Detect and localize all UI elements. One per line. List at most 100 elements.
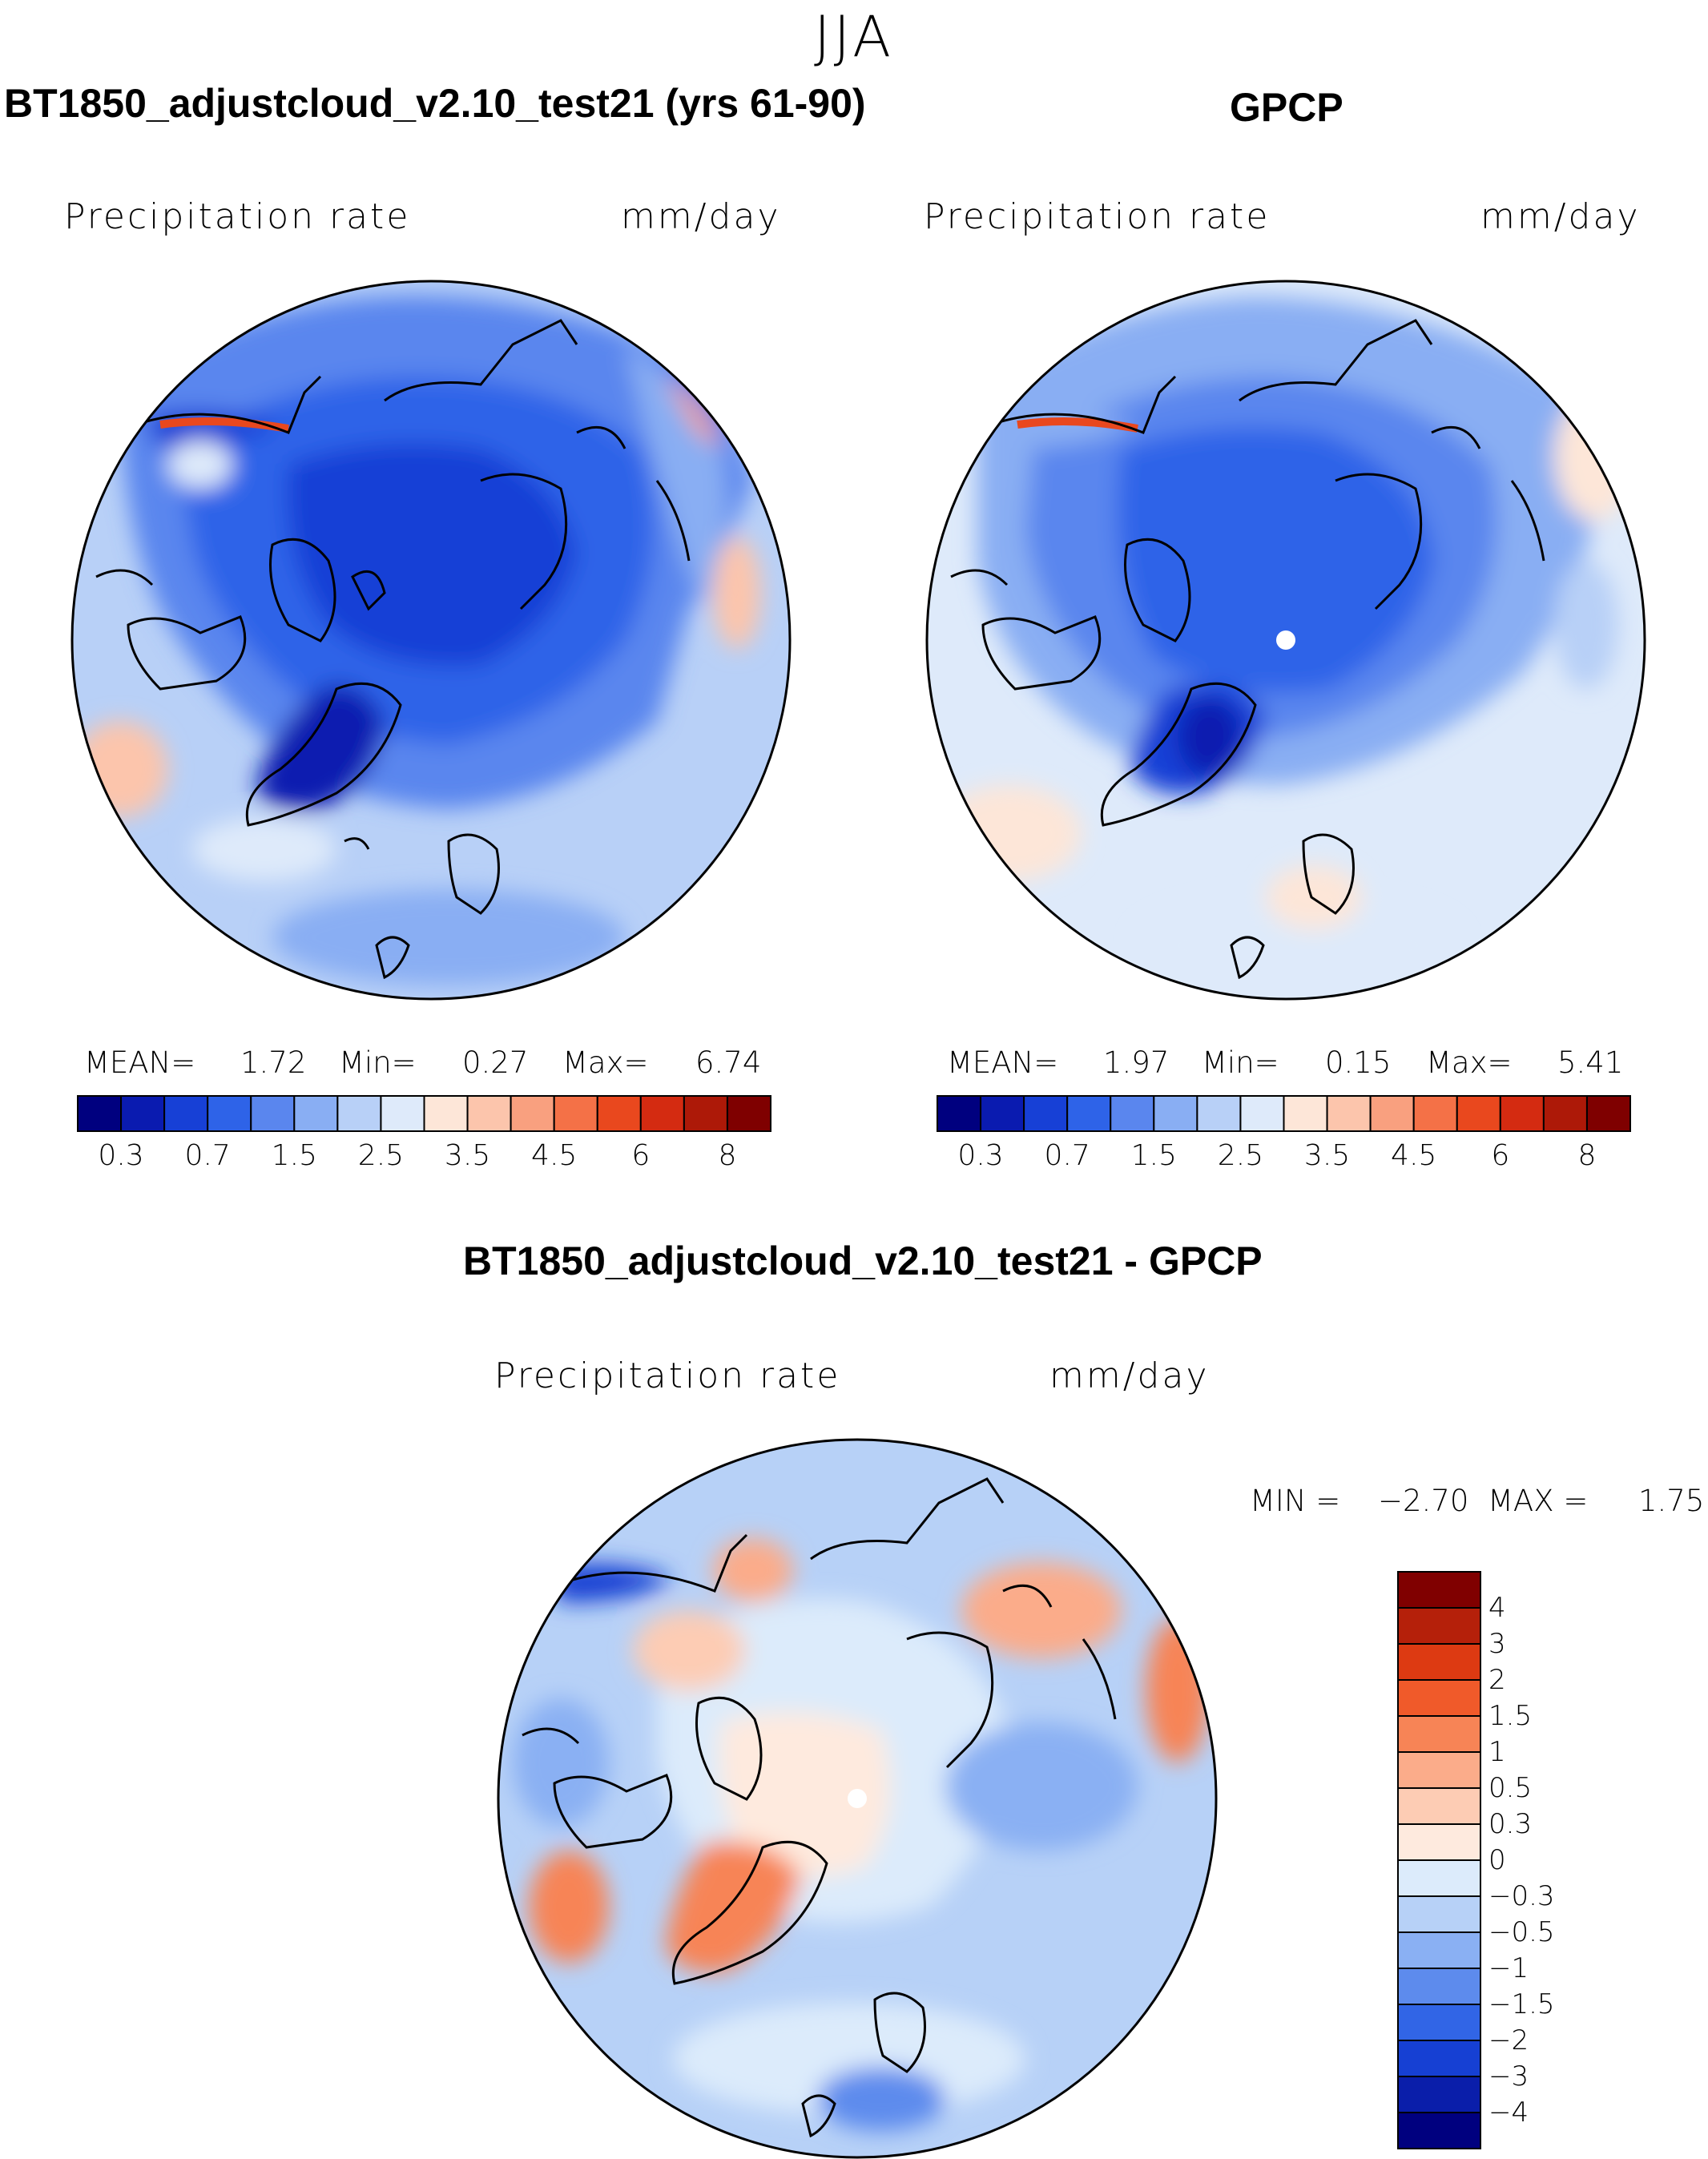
colorbar-obs-swatch bbox=[1369, 1095, 1415, 1132]
colorbar-model-swatch bbox=[293, 1095, 339, 1132]
colorbar-obs-swatch bbox=[1196, 1095, 1242, 1132]
min-label-diff: MIN = bbox=[1250, 1484, 1341, 1518]
panel-title-obs: GPCP bbox=[1230, 85, 1343, 130]
colorbar-obs-swatch bbox=[980, 1095, 1025, 1132]
colorbar-model-swatch bbox=[553, 1095, 598, 1132]
colorbar-diff-tick-label: 0 bbox=[1488, 1844, 1506, 1876]
colorbar-obs-tick-label: 3.5 bbox=[1303, 1139, 1351, 1172]
colorbar-model-swatch bbox=[683, 1095, 728, 1132]
units-label-model: mm/day bbox=[621, 196, 781, 237]
colorbar-diff-swatch bbox=[1397, 1715, 1481, 1753]
colorbar-obs-tick-label: 0.7 bbox=[1044, 1139, 1090, 1172]
colorbar-obs-swatch bbox=[1110, 1095, 1155, 1132]
colorbar-model-tick-label: 0.7 bbox=[184, 1139, 231, 1172]
mean-value-model: 1.72 bbox=[240, 1045, 307, 1080]
colorbar-diff-swatch bbox=[1397, 1643, 1481, 1681]
colorbar-model-swatch bbox=[250, 1095, 296, 1132]
colorbar-diff-tick-label: 0.5 bbox=[1488, 1772, 1533, 1804]
colorbar-obs-tick-label: 8 bbox=[1577, 1139, 1597, 1172]
colorbar-obs-tick-label: 0.3 bbox=[957, 1139, 1004, 1172]
colorbar-diff-swatch bbox=[1397, 1823, 1481, 1861]
polar-map-model bbox=[70, 280, 792, 1001]
colorbar-diff-tick-label: −0.3 bbox=[1488, 1880, 1555, 1912]
colorbar-diff-tick-label: −1 bbox=[1488, 1952, 1529, 1984]
max-label-diff: MAX = bbox=[1488, 1484, 1589, 1518]
max-label-obs: Max= bbox=[1426, 1045, 1513, 1080]
colorbar-model bbox=[77, 1095, 771, 1132]
colorbar-obs-swatch bbox=[1412, 1095, 1458, 1132]
max-label-model: Max= bbox=[562, 1045, 649, 1080]
colorbar-model-swatch bbox=[639, 1095, 685, 1132]
colorbar-obs-swatch bbox=[1456, 1095, 1501, 1132]
colorbar-model-swatch bbox=[77, 1095, 123, 1132]
panel-title-diff: BT1850_adjustcloud_v2.10_test21 - GPCP bbox=[463, 1239, 1263, 1283]
colorbar-diff-swatch bbox=[1397, 1859, 1481, 1897]
min-label-obs: Min= bbox=[1202, 1045, 1279, 1080]
colorbar-diff-tick-label: −4 bbox=[1488, 2097, 1529, 2129]
colorbar-model-tick-label: 4.5 bbox=[531, 1139, 578, 1172]
colorbar-obs-tick-label: 6 bbox=[1491, 1139, 1510, 1172]
colorbar-diff-tick-label: 3 bbox=[1488, 1628, 1506, 1660]
colorbar-diff-tick-label: −2 bbox=[1488, 2024, 1529, 2056]
colorbar-obs-swatch bbox=[1499, 1095, 1545, 1132]
colorbar-diff-tick-label: 1.5 bbox=[1488, 1700, 1533, 1732]
colorbar-model-swatch bbox=[596, 1095, 642, 1132]
colorbar-diff-tick-label: 0.3 bbox=[1488, 1808, 1533, 1840]
colorbar-diff-swatch bbox=[1397, 1679, 1481, 1717]
mean-label-obs: MEAN= bbox=[947, 1045, 1059, 1080]
colorbar-obs bbox=[937, 1095, 1631, 1132]
field-label-model: Precipitation rate bbox=[64, 196, 411, 237]
colorbar-model-swatch bbox=[380, 1095, 425, 1132]
units-label-diff: mm/day bbox=[1049, 1355, 1210, 1396]
colorbar-diff-swatch bbox=[1397, 1931, 1481, 1969]
colorbar-model-swatch bbox=[336, 1095, 382, 1132]
page-title: JJA bbox=[814, 4, 894, 70]
colorbar-diff bbox=[1397, 1571, 1481, 2149]
colorbar-obs-swatch bbox=[1326, 1095, 1372, 1132]
colorbar-diff-tick-label: −1.5 bbox=[1488, 1988, 1555, 2020]
min-value-obs: 0.15 bbox=[1325, 1045, 1392, 1080]
colorbar-obs-swatch bbox=[937, 1095, 982, 1132]
colorbar-diff-tick-label: 4 bbox=[1488, 1592, 1506, 1624]
mean-label-model: MEAN= bbox=[84, 1045, 196, 1080]
colorbar-obs-swatch bbox=[1153, 1095, 1198, 1132]
colorbar-diff-swatch bbox=[1397, 1751, 1481, 1789]
mean-value-obs: 1.97 bbox=[1103, 1045, 1170, 1080]
colorbar-diff-swatch bbox=[1397, 1895, 1481, 1933]
field-label-obs: Precipitation rate bbox=[924, 196, 1271, 237]
colorbar-model-swatch bbox=[423, 1095, 469, 1132]
colorbar-diff-tick-label: 1 bbox=[1488, 1736, 1506, 1768]
colorbar-obs-swatch bbox=[1283, 1095, 1328, 1132]
colorbar-obs-swatch bbox=[1066, 1095, 1112, 1132]
colorbar-model-tick-label: 8 bbox=[718, 1139, 737, 1172]
max-value-model: 6.74 bbox=[695, 1045, 762, 1080]
colorbar-diff-tick-label: 2 bbox=[1488, 1664, 1506, 1696]
colorbar-model-tick-label: 3.5 bbox=[444, 1139, 491, 1172]
colorbar-model-tick-label: 0.3 bbox=[98, 1139, 144, 1172]
colorbar-diff-swatch bbox=[1397, 1571, 1481, 1609]
colorbar-diff-swatch bbox=[1397, 1607, 1481, 1645]
max-value-diff: 1.75 bbox=[1638, 1484, 1705, 1518]
colorbar-diff-swatch bbox=[1397, 1787, 1481, 1825]
colorbar-model-swatch bbox=[510, 1095, 555, 1132]
polar-map-obs bbox=[925, 280, 1646, 1001]
colorbar-obs-swatch bbox=[1023, 1095, 1069, 1132]
panel-title-model: BT1850_adjustcloud_v2.10_test21 (yrs 61-… bbox=[4, 81, 866, 126]
colorbar-obs-tick-label: 2.5 bbox=[1217, 1139, 1264, 1172]
polar-map-diff bbox=[497, 1438, 1218, 2159]
colorbar-diff-swatch bbox=[1397, 2004, 1481, 2041]
colorbar-obs-tick-label: 1.5 bbox=[1130, 1139, 1177, 1172]
colorbar-model-swatch bbox=[163, 1095, 209, 1132]
min-value-diff: −2.70 bbox=[1378, 1484, 1469, 1518]
min-value-model: 0.27 bbox=[462, 1045, 529, 1080]
colorbar-model-swatch bbox=[207, 1095, 252, 1132]
colorbar-diff-tick-label: −3 bbox=[1488, 2060, 1529, 2093]
units-label-obs: mm/day bbox=[1480, 196, 1641, 237]
colorbar-obs-swatch bbox=[1542, 1095, 1588, 1132]
colorbar-obs-swatch bbox=[1585, 1095, 1631, 1132]
colorbar-model-tick-label: 6 bbox=[631, 1139, 651, 1172]
colorbar-model-swatch bbox=[466, 1095, 512, 1132]
colorbar-model-swatch bbox=[726, 1095, 771, 1132]
field-label-diff: Precipitation rate bbox=[494, 1355, 841, 1396]
